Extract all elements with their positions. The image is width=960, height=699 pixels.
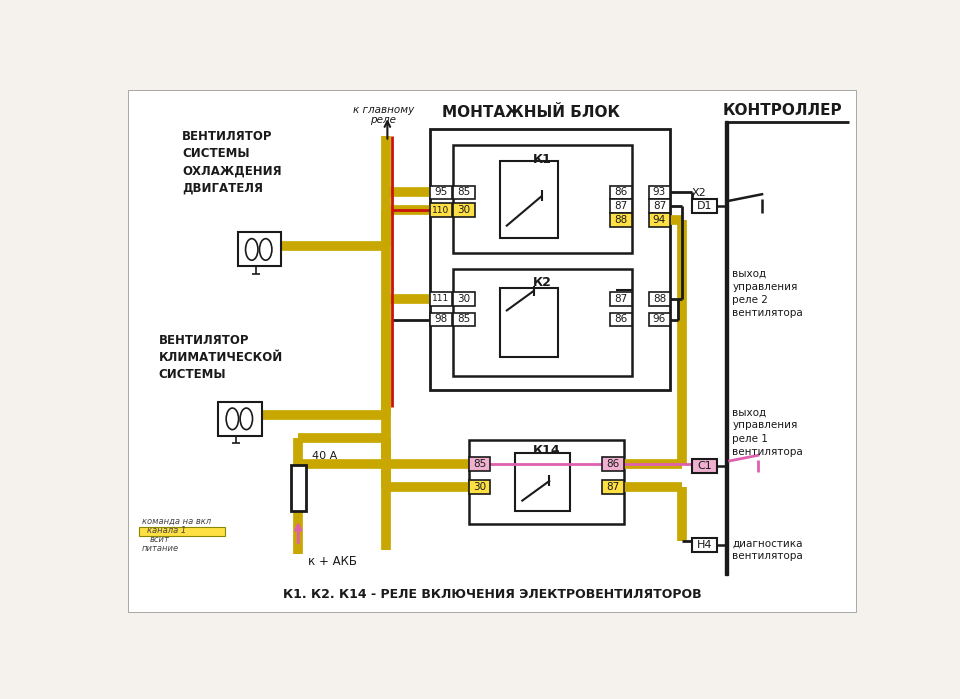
Bar (430, 312, 452, 326)
Text: к главному: к главному (353, 106, 414, 115)
Bar (602, 457, 624, 471)
Text: к + АКБ: к + АКБ (307, 555, 356, 568)
Bar (453, 291, 475, 305)
Text: ВЕНТИЛЯТОР
СИСТЕМЫ
ОХЛАЖДЕНИЯ
ДВИГАТЕЛЯ: ВЕНТИЛЯТОР СИСТЕМЫ ОХЛАЖДЕНИЯ ДВИГАТЕЛЯ (182, 130, 281, 194)
Text: 88: 88 (653, 294, 666, 303)
Text: К14: К14 (533, 445, 560, 457)
Bar (649, 312, 670, 326)
Text: 86: 86 (614, 187, 627, 197)
Text: 111: 111 (432, 294, 449, 303)
Text: 95: 95 (434, 187, 447, 197)
Bar (610, 213, 632, 227)
Text: выход
управления
реле 1
вентилятора: выход управления реле 1 вентилятора (732, 408, 803, 457)
Bar (430, 291, 452, 305)
Bar (291, 465, 306, 511)
Text: Х2: Х2 (692, 188, 707, 198)
Bar (500, 161, 558, 238)
Bar (602, 480, 624, 494)
Text: 94: 94 (653, 215, 666, 225)
Bar (139, 526, 225, 536)
Bar (610, 185, 632, 199)
Bar (238, 233, 281, 266)
Text: 87: 87 (614, 201, 627, 211)
Text: C1: C1 (697, 461, 711, 471)
Text: 85: 85 (458, 187, 470, 197)
Bar (610, 291, 632, 305)
Text: 93: 93 (653, 187, 666, 197)
Bar (649, 199, 670, 213)
Bar (610, 312, 632, 326)
Text: 40 А: 40 А (312, 451, 338, 461)
Text: МОНТАЖНЫЙ БЛОК: МОНТАЖНЫЙ БЛОК (442, 106, 620, 120)
Bar (468, 457, 491, 471)
Ellipse shape (246, 238, 258, 260)
Text: 85: 85 (458, 315, 470, 324)
Text: H4: H4 (697, 540, 712, 550)
Bar (725, 121, 729, 575)
Bar (610, 199, 632, 213)
Text: 86: 86 (614, 315, 627, 324)
Bar (692, 538, 717, 552)
Text: D1: D1 (697, 201, 712, 211)
Text: реле: реле (371, 115, 396, 124)
Ellipse shape (227, 408, 239, 430)
Text: 30: 30 (458, 206, 470, 215)
Text: КОНТРОЛЛЕР: КОНТРОЛЛЕР (723, 103, 843, 118)
Bar (453, 145, 632, 253)
Text: 86: 86 (607, 459, 619, 469)
Bar (500, 288, 558, 357)
Text: 96: 96 (653, 315, 666, 324)
Ellipse shape (259, 238, 272, 260)
Bar (516, 454, 569, 511)
Text: 85: 85 (473, 459, 486, 469)
Bar (453, 312, 475, 326)
Bar (649, 185, 670, 199)
Text: 87: 87 (607, 482, 619, 492)
Text: ВЕНТИЛЯТОР
КЛИМАТИЧЕСКОЙ
СИСТЕМЫ: ВЕНТИЛЯТОР КЛИМАТИЧЕСКОЙ СИСТЕМЫ (158, 334, 283, 381)
Bar (453, 203, 475, 217)
Text: 110: 110 (432, 206, 449, 215)
Bar (692, 459, 717, 473)
Text: 87: 87 (653, 201, 666, 211)
Bar (649, 291, 670, 305)
Bar (453, 185, 475, 199)
Text: канала 1: канала 1 (147, 526, 186, 535)
Text: 87: 87 (614, 294, 627, 303)
Text: всит: всит (150, 535, 169, 544)
Text: команда на вкл: команда на вкл (142, 517, 211, 526)
Bar (430, 203, 452, 217)
Text: К1. К2. К14 - РЕЛЕ ВКЛЮЧЕНИЯ ЭЛЕКТРОВЕНТИЛЯТОРОВ: К1. К2. К14 - РЕЛЕ ВКЛЮЧЕНИЯ ЭЛЕКТРОВЕНТ… (282, 589, 702, 601)
Bar (692, 199, 717, 213)
Text: К2: К2 (533, 276, 552, 289)
Text: 88: 88 (614, 215, 627, 225)
Bar (468, 480, 491, 494)
Ellipse shape (240, 408, 252, 430)
Bar (649, 213, 670, 227)
Bar (430, 129, 670, 390)
Text: питание: питание (142, 545, 179, 554)
Bar (453, 268, 632, 377)
Text: 98: 98 (434, 315, 447, 324)
Bar (468, 440, 624, 524)
Bar (430, 185, 452, 199)
Bar (219, 402, 262, 435)
Text: выход
управления
реле 2
вентилятора: выход управления реле 2 вентилятора (732, 268, 803, 318)
Text: 30: 30 (473, 482, 486, 492)
Text: диагностика
вентилятора: диагностика вентилятора (732, 538, 803, 561)
Text: К1: К1 (533, 153, 552, 166)
Text: 30: 30 (458, 294, 470, 303)
